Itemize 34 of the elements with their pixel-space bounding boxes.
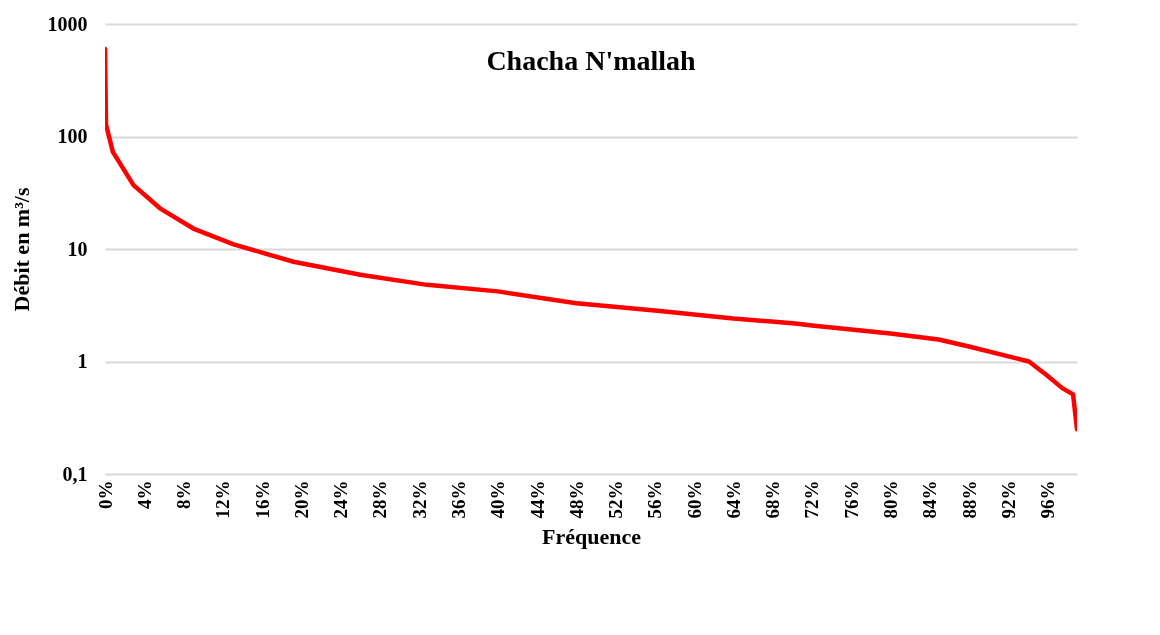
text: Chacha N'mallah bbox=[486, 45, 697, 76]
x-tick-label: 92% bbox=[997, 480, 1019, 519]
x-tick-label: 88% bbox=[958, 480, 980, 519]
x-tick-label: 96% bbox=[1037, 480, 1059, 519]
x-tick-label: 16% bbox=[251, 480, 273, 519]
x-tick-label: 4% bbox=[133, 480, 155, 509]
x-tick-label: 68% bbox=[762, 480, 784, 519]
x-tick-label: 0% bbox=[94, 480, 116, 509]
x-tick-label: 52% bbox=[605, 480, 627, 519]
x-tick-label: 64% bbox=[722, 480, 744, 519]
x-tick-label: 24% bbox=[330, 480, 352, 519]
x-tick-label: 84% bbox=[919, 480, 941, 519]
x-tick-label: 40% bbox=[487, 480, 509, 519]
y-tick-label: 10 bbox=[67, 237, 88, 260]
x-tick-label: 76% bbox=[840, 480, 862, 519]
x-tick-label: 20% bbox=[290, 480, 312, 519]
x-tick-label: 12% bbox=[212, 480, 234, 519]
y-tick-label: 0,1 bbox=[62, 462, 88, 485]
x-tick-label: 32% bbox=[408, 480, 430, 519]
x-tick-label: 80% bbox=[879, 480, 901, 519]
line-series bbox=[105, 46, 1077, 432]
y-tick-label: 1000 bbox=[47, 12, 88, 35]
y-axis-title: Débit en m³/s bbox=[8, 187, 34, 312]
y-tick-label: 100 bbox=[57, 125, 88, 147]
x-tick-label: 56% bbox=[644, 480, 666, 519]
x-tick-label: 44% bbox=[526, 480, 548, 519]
x-tick-label: 48% bbox=[565, 480, 587, 519]
x-tick-label: 28% bbox=[369, 480, 391, 519]
x-tick-label: 8% bbox=[173, 480, 195, 509]
y-tick-label: 1 bbox=[77, 350, 88, 372]
x-tick-label: 72% bbox=[801, 480, 823, 519]
x-tick-label: 36% bbox=[447, 480, 469, 519]
x-tick-label: 60% bbox=[683, 480, 705, 519]
x-axis-title: Fréquence bbox=[542, 523, 642, 549]
